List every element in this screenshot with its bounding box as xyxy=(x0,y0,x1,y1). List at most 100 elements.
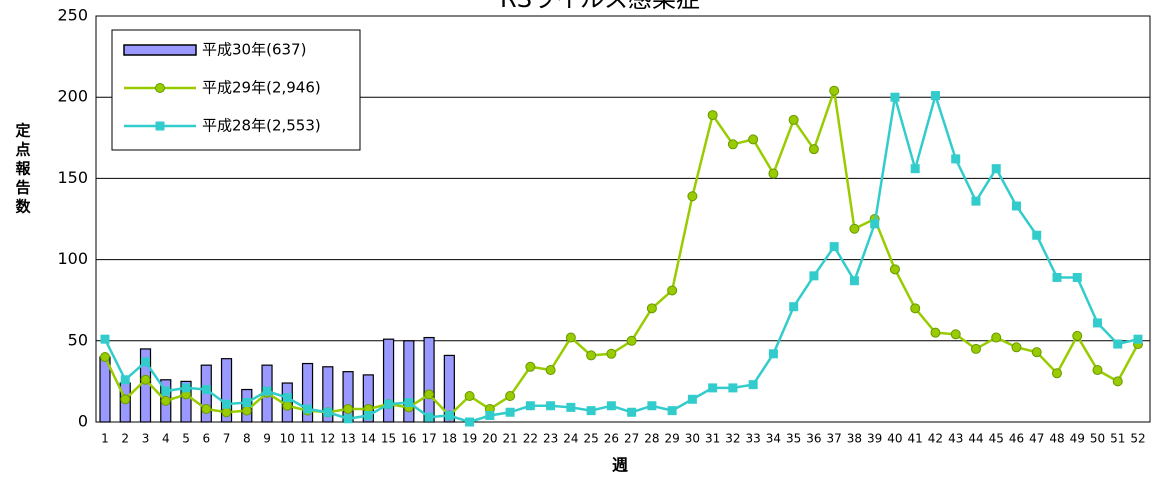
point xyxy=(1052,272,1062,282)
x-tick-label: 19 xyxy=(462,432,477,446)
x-axis-label: 週 xyxy=(612,456,628,475)
x-tick-label: 3 xyxy=(142,432,150,446)
point xyxy=(505,407,515,417)
x-tick-label: 11 xyxy=(300,432,315,446)
x-tick-label: 15 xyxy=(381,432,396,446)
point xyxy=(1092,318,1102,328)
x-tick-label: 2 xyxy=(121,432,129,446)
point xyxy=(789,302,799,312)
legend-label: 平成30年(637) xyxy=(202,41,306,59)
point xyxy=(160,395,171,406)
x-tick-label: 31 xyxy=(705,432,720,446)
x-tick-label: 32 xyxy=(725,432,740,446)
x-tick-label: 20 xyxy=(482,432,497,446)
chart-title: RSウイルス感染症 xyxy=(500,0,700,13)
x-tick-label: 49 xyxy=(1070,432,1085,446)
point xyxy=(870,219,880,229)
point xyxy=(667,406,677,416)
x-tick-label: 35 xyxy=(786,432,801,446)
point xyxy=(991,164,1001,174)
point xyxy=(728,383,738,393)
point xyxy=(727,139,738,150)
x-tick-label: 30 xyxy=(685,432,700,446)
line xyxy=(103,91,1139,424)
point xyxy=(404,398,414,408)
point xyxy=(505,391,516,402)
point xyxy=(1133,334,1143,344)
point xyxy=(222,399,232,409)
point xyxy=(262,386,272,396)
point xyxy=(424,389,435,400)
point xyxy=(646,303,657,314)
point xyxy=(667,285,678,296)
point xyxy=(627,407,637,417)
point xyxy=(282,393,292,403)
x-tick-label: 39 xyxy=(867,432,882,446)
x-tick-label: 10 xyxy=(280,432,295,446)
point xyxy=(485,411,495,421)
point xyxy=(647,401,657,411)
point xyxy=(1051,368,1062,379)
point xyxy=(120,375,130,385)
point xyxy=(465,417,475,427)
legend-swatch xyxy=(123,44,197,56)
bar xyxy=(382,338,395,423)
point xyxy=(323,407,333,417)
x-tick-label: 7 xyxy=(223,432,231,446)
x-tick-label: 27 xyxy=(624,432,639,446)
point xyxy=(282,400,293,411)
point xyxy=(464,391,475,402)
x-tick-label: 36 xyxy=(806,432,821,446)
point xyxy=(566,402,576,412)
point xyxy=(890,92,900,102)
point xyxy=(140,374,151,385)
x-tick-label: 17 xyxy=(421,432,436,446)
point xyxy=(606,348,617,359)
bar xyxy=(403,340,415,423)
x-tick-label: 8 xyxy=(243,432,251,446)
x-tick-label: 47 xyxy=(1029,432,1044,446)
x-tick-label: 40 xyxy=(887,432,902,446)
y-tick-label: 200 xyxy=(57,87,88,106)
point xyxy=(626,335,637,346)
point xyxy=(809,271,819,281)
point xyxy=(100,352,110,363)
x-tick-label: 25 xyxy=(583,432,598,446)
x-tick-label: 48 xyxy=(1049,432,1064,446)
point xyxy=(1072,272,1082,282)
x-tick-label: 12 xyxy=(320,432,335,446)
x-tick-label: 51 xyxy=(1110,432,1125,446)
x-tick-label: 26 xyxy=(604,432,619,446)
point xyxy=(181,383,191,393)
point xyxy=(687,394,697,404)
point xyxy=(950,329,961,340)
point xyxy=(991,332,1002,343)
y-tick-label: 100 xyxy=(57,249,88,268)
point xyxy=(951,154,961,164)
x-tick-label: 6 xyxy=(202,432,210,446)
point xyxy=(829,242,839,252)
legend-label: 平成28年(2,553) xyxy=(202,117,321,135)
x-tick-label: 46 xyxy=(1009,432,1024,446)
point xyxy=(849,276,859,286)
point xyxy=(343,414,353,424)
point xyxy=(384,399,394,409)
x-tick-label: 5 xyxy=(182,432,190,446)
point xyxy=(708,383,718,393)
x-tick-label: 24 xyxy=(563,432,578,446)
x-tick-label: 4 xyxy=(162,432,170,446)
point xyxy=(971,196,981,206)
point xyxy=(444,411,454,421)
point xyxy=(1113,339,1123,349)
x-tick-label: 22 xyxy=(523,432,538,446)
point xyxy=(829,85,840,96)
point xyxy=(849,223,860,234)
point xyxy=(221,407,232,418)
point xyxy=(930,91,940,101)
point xyxy=(889,264,900,275)
point xyxy=(120,394,131,405)
line xyxy=(103,90,1140,418)
legend-label: 平成29年(2,946) xyxy=(202,79,321,97)
point xyxy=(303,404,313,414)
